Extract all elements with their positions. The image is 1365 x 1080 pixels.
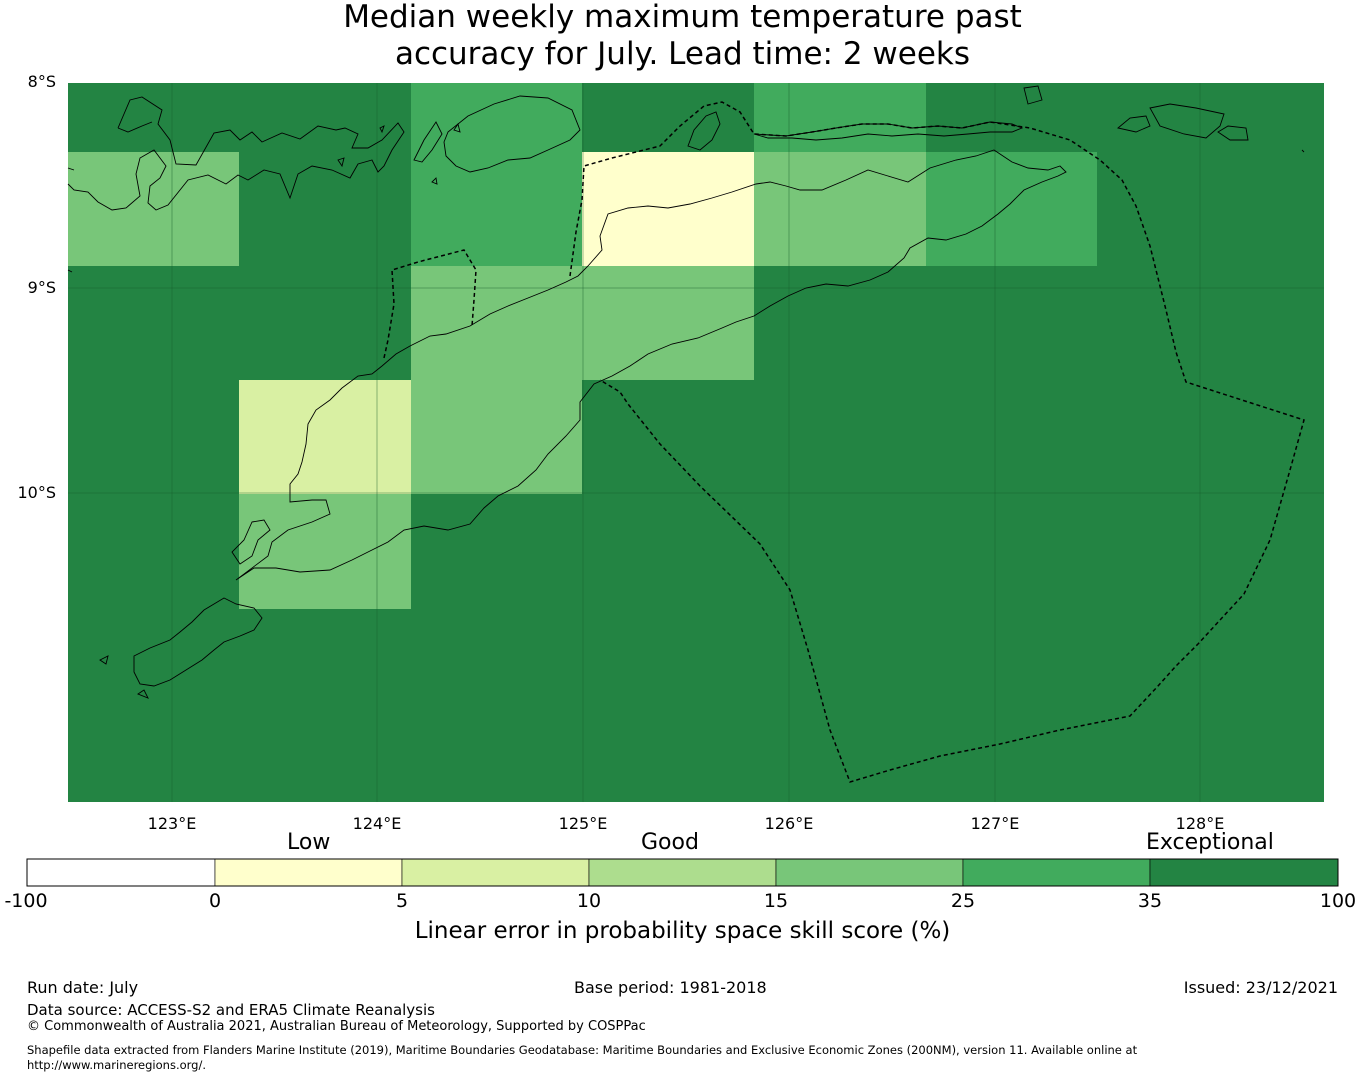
- shapefile-credit: Shapefile data extracted from Flanders M…: [27, 1043, 1138, 1072]
- coastline-flores-south: [67, 269, 73, 273]
- category-exceptional: Exceptional: [1146, 830, 1274, 855]
- eez-boundary-timor-leste: [569, 101, 1305, 783]
- grid-cell: [1097, 380, 1324, 494]
- grid-cell: [68, 494, 239, 609]
- copyright-notice: © Commonwealth of Australia 2021, Austra…: [27, 1019, 646, 1034]
- grid-cell: [582, 266, 754, 380]
- coastline-atauro: [687, 111, 721, 151]
- run-date: Run date: July: [27, 978, 139, 997]
- grid-cell: [582, 494, 754, 609]
- grid-cell: [926, 152, 1097, 266]
- grid-cell: [1097, 494, 1324, 609]
- eez-boundary-oecusse: [383, 249, 477, 359]
- grid-cell: [68, 83, 239, 152]
- coastline-pantar: [337, 121, 461, 185]
- category-low: Low: [287, 830, 331, 855]
- grid-cell: [926, 380, 1097, 494]
- grid-cell: [1097, 152, 1324, 266]
- grid-cell: [754, 494, 926, 609]
- lon-label-128e: 128°E: [1175, 814, 1225, 833]
- lon-label-126e: 126°E: [764, 814, 814, 833]
- grid-cell: [926, 494, 1097, 609]
- colorbar-tick: 0: [208, 890, 222, 912]
- grid-cell: [411, 380, 582, 494]
- grid-cell: [926, 609, 1097, 802]
- grid-cell: [239, 266, 411, 380]
- grid-cell: [1097, 609, 1324, 802]
- grid-cell: [926, 83, 1097, 152]
- coastline-flores-east: [67, 96, 405, 211]
- base-period: Base period: 1981-2018: [574, 978, 767, 997]
- map-title-line-2: accuracy for July. Lead time: 2 weeks: [394, 36, 971, 72]
- grid-cell: [754, 380, 926, 494]
- grid-cell: [239, 380, 411, 494]
- grid-cell: [411, 152, 582, 266]
- coastline-flores-west: [67, 121, 153, 171]
- grid-cell: [582, 380, 754, 494]
- coastline-wetar: [753, 121, 1024, 141]
- coastline-small-islands: [1023, 85, 1305, 153]
- lon-label-127e: 127°E: [970, 814, 1020, 833]
- lat-label-8s: 8°S: [27, 72, 56, 91]
- colorbar-tick: -100: [4, 890, 48, 912]
- colorbar-title: Linear error in probability space skill …: [414, 918, 951, 944]
- lat-label-10s: 10°S: [17, 483, 56, 502]
- lon-label-123e: 123°E: [147, 814, 197, 833]
- grid-cell: [754, 266, 926, 380]
- colorbar-tick: 35: [1137, 890, 1163, 912]
- grid-cell: [582, 609, 754, 802]
- grid-cell: [239, 609, 411, 802]
- lon-label-124e: 124°E: [352, 814, 402, 833]
- grid-cell: [68, 152, 239, 266]
- lat-label-9s: 9°S: [27, 278, 56, 297]
- colorbar-tick: 10: [576, 890, 602, 912]
- maritime-boundaries: [383, 101, 1305, 783]
- grid-cell: [239, 494, 411, 609]
- coastline-rote-semau: [99, 519, 271, 699]
- grid-cell: [411, 83, 582, 152]
- grid-cell: [926, 266, 1097, 380]
- skill-score-grid: [68, 83, 1324, 802]
- grid-cell: [239, 83, 411, 152]
- grid-cell: [68, 380, 239, 494]
- grid-cell: [1097, 266, 1324, 380]
- grid-cell: [68, 609, 239, 802]
- map-title-line-1: Median weekly maximum temperature past: [343, 0, 1022, 35]
- category-good: Good: [641, 830, 699, 855]
- coastline-timor: [235, 149, 1067, 581]
- colorbar-tick: 15: [763, 890, 789, 912]
- lon-label-125e: 125°E: [558, 814, 608, 833]
- grid-cell: [411, 494, 582, 609]
- grid-cell: [754, 152, 926, 266]
- grid-cell: [582, 83, 754, 152]
- graticule: [68, 83, 1324, 802]
- data-source: Data source: ACCESS-S2 and ERA5 Climate …: [27, 1001, 435, 1019]
- colorbar-tick: 100: [1319, 890, 1357, 912]
- coastlines: [67, 85, 1305, 699]
- issued-date: Issued: 23/12/2021: [1183, 978, 1338, 997]
- grid-cell: [411, 609, 582, 802]
- colorbar-tick: 5: [395, 890, 409, 912]
- grid-cell: [411, 266, 582, 380]
- grid-cell: [582, 152, 754, 266]
- grid-cell: [68, 266, 239, 380]
- grid-cell: [754, 609, 926, 802]
- grid-cell: [239, 152, 411, 266]
- colorbar-tick: 25: [950, 890, 976, 912]
- grid-cell: [754, 83, 926, 152]
- coastline-alor: [443, 95, 581, 173]
